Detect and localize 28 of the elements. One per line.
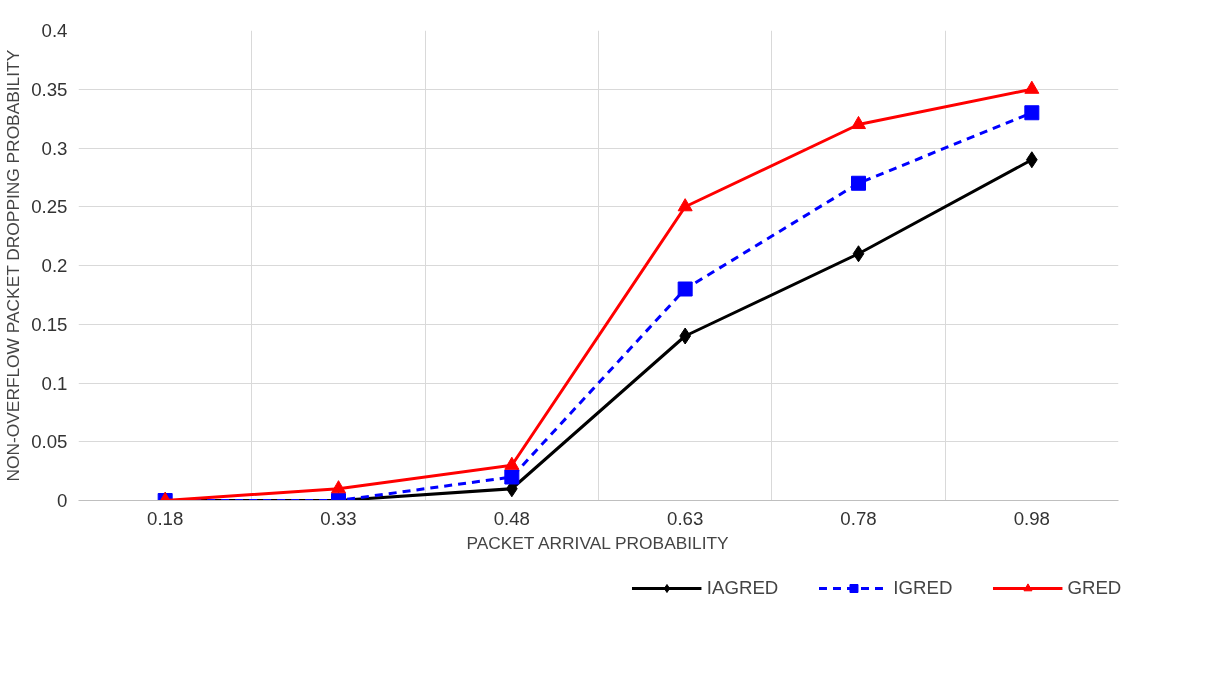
point [504,469,520,485]
y-axis-title: NON-OVERFLOW PACKET DROPPING PROBABILITY [3,49,24,482]
y-tick-label: 0.15 [31,313,68,335]
point [677,281,693,297]
y-tick-label: 0.35 [31,78,68,100]
legend-label: IAGRED [706,576,779,599]
point [677,198,693,212]
x-axis-title: PACKET ARRIVAL PROBABILITY [466,532,730,553]
x-tick-label: 0.78 [840,507,877,529]
x-tick-label: 0.48 [493,507,530,529]
x-tick-label: 0.33 [320,507,357,529]
y-tick-label: 0.3 [41,137,68,159]
point [851,175,866,191]
x-tick-label: 0.18 [147,507,184,529]
legend-label: GRED [1067,576,1122,599]
x-tick-label: 0.98 [1013,507,1050,529]
point [331,480,346,494]
point [504,456,520,470]
point [852,245,865,263]
y-tick-label: 0 [57,490,68,511]
legend-label: IGRED [893,576,953,599]
y-tick-label: 0.1 [41,372,68,394]
point [1024,105,1040,121]
y-tick-label: 0.05 [31,431,68,453]
y-tick-label: 0.2 [41,255,68,276]
y-tick-label: 0.4 [41,20,68,41]
x-tick-label: 0.63 [667,507,704,529]
y-tick-label: 0.25 [31,196,68,218]
